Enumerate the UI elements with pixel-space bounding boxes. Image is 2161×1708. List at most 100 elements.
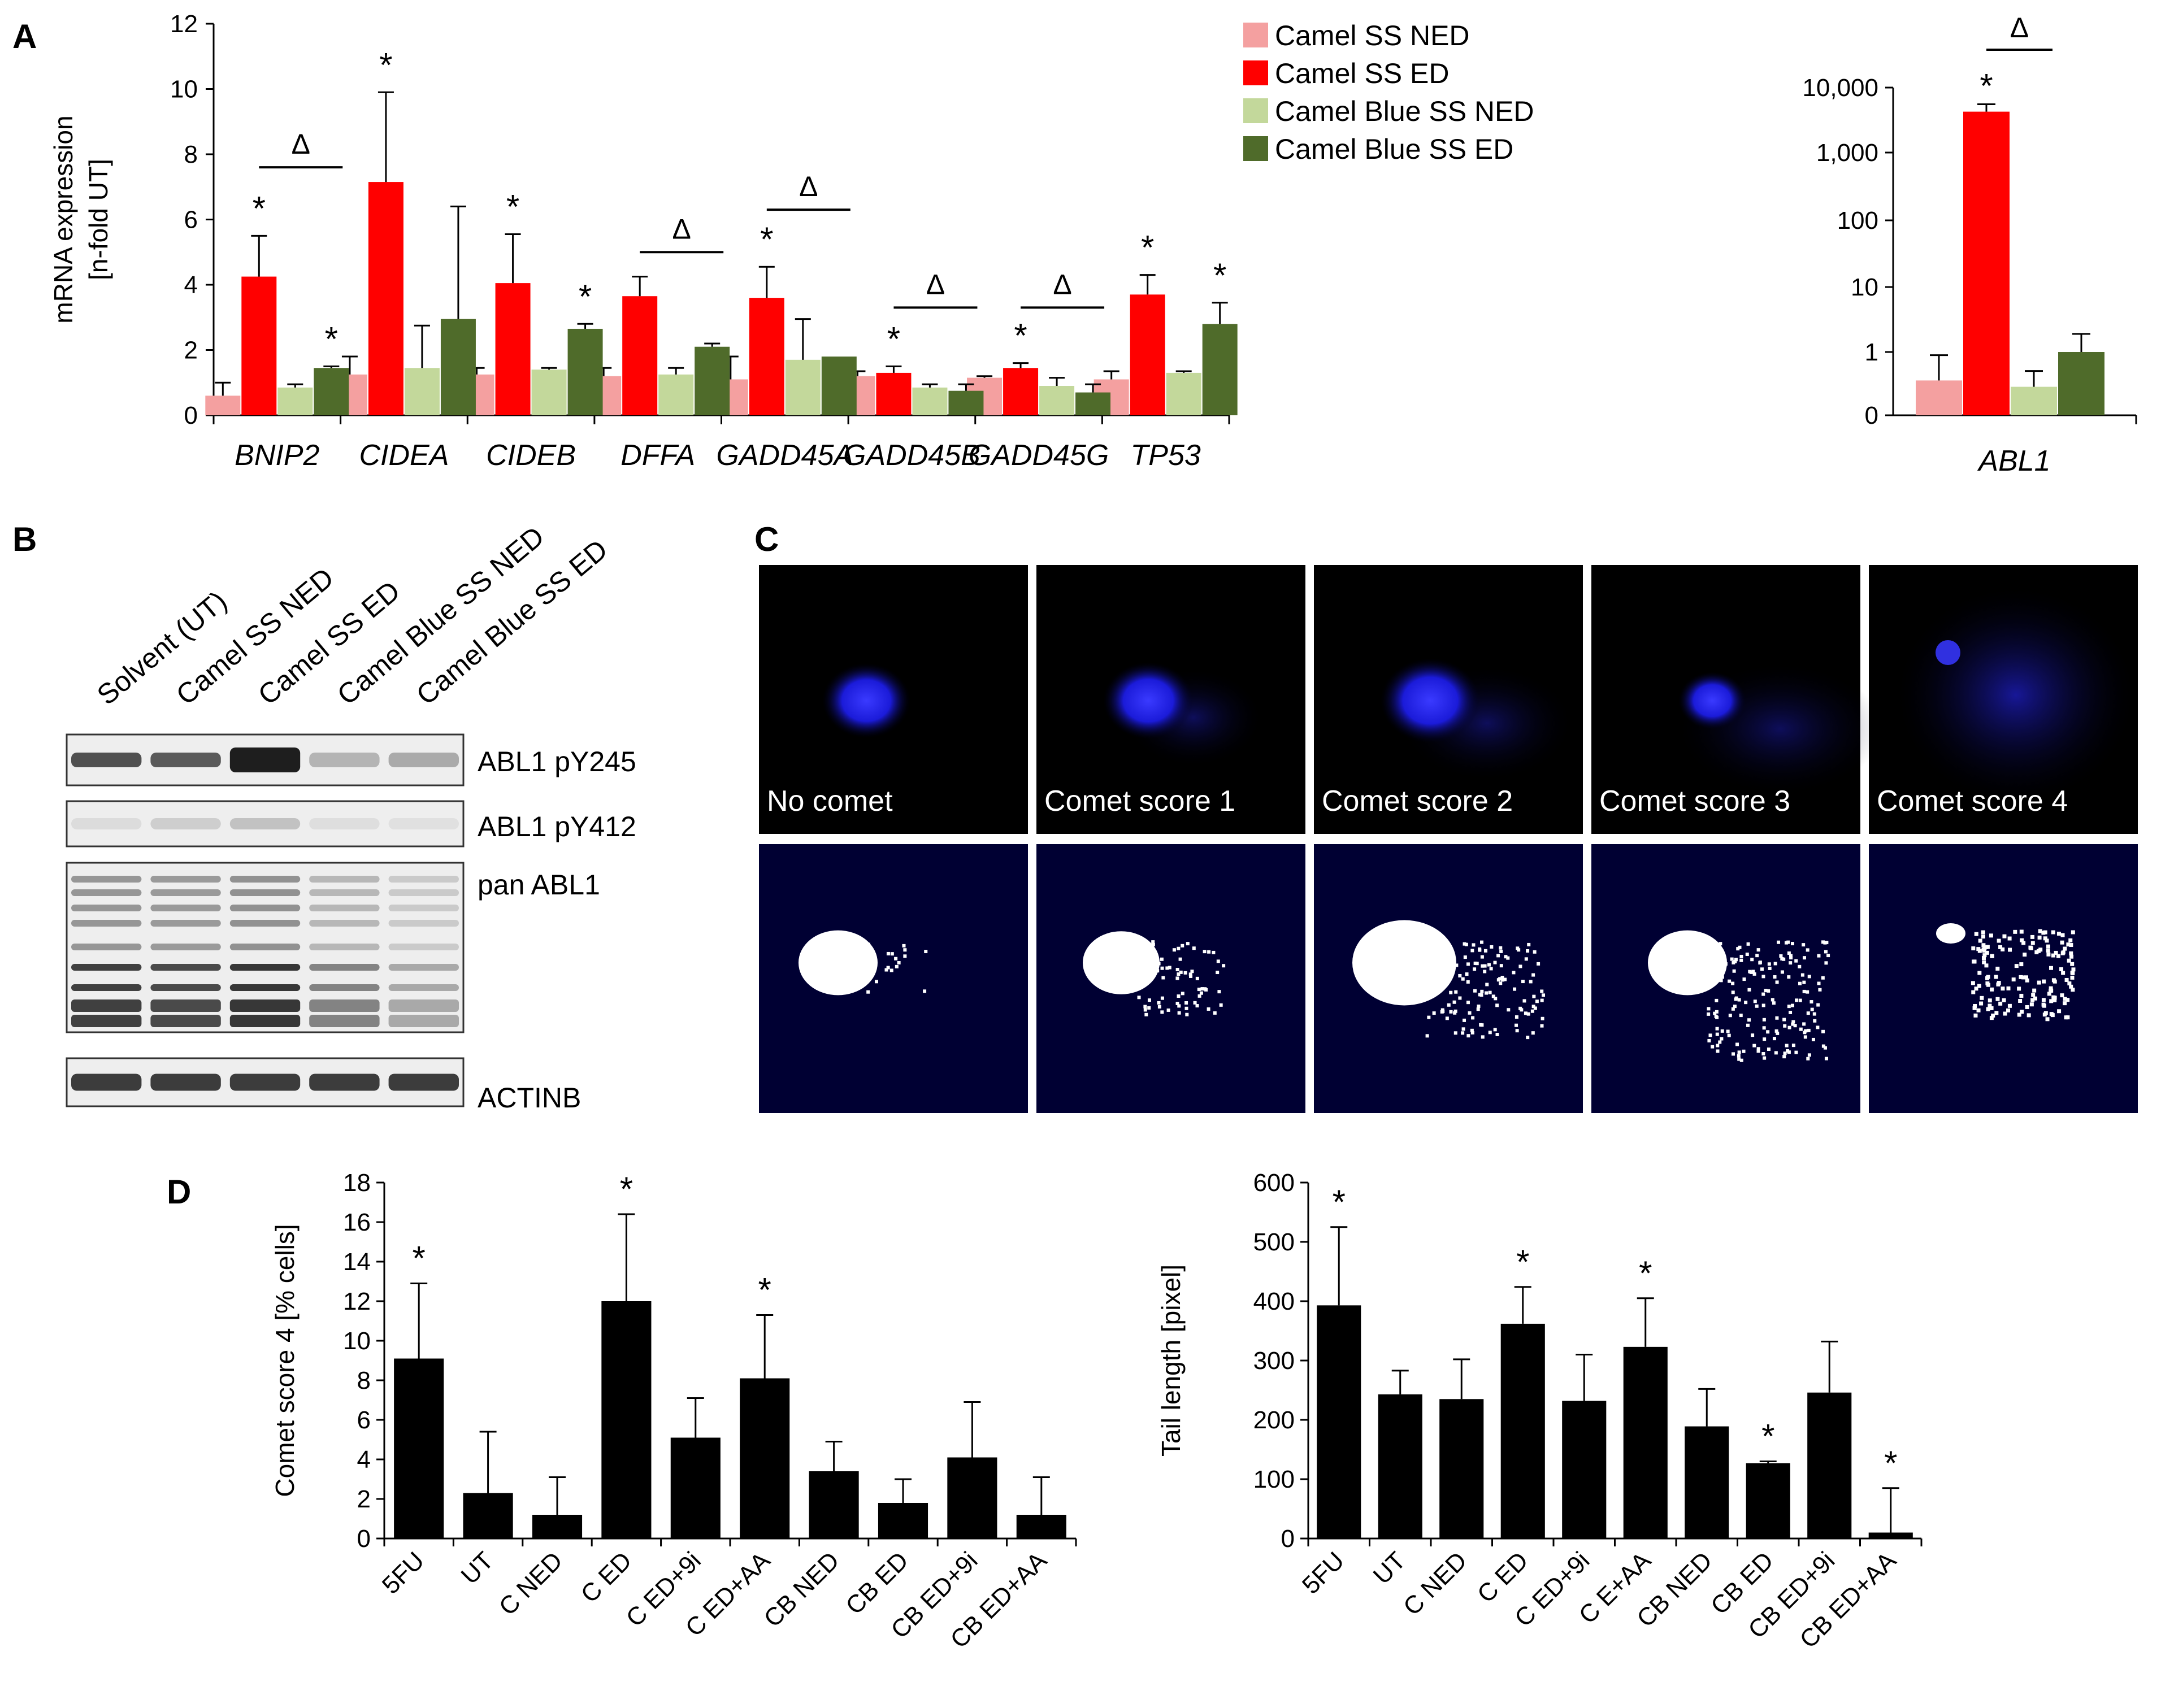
comet-speck <box>1761 1052 1765 1056</box>
comet-speck <box>1981 943 1986 948</box>
comet-speck <box>1714 1014 1718 1018</box>
comet-speck <box>2043 930 2047 935</box>
comet-speck <box>1706 965 1710 969</box>
comet-speck <box>1473 967 1477 971</box>
blot-band <box>150 999 221 1012</box>
y-tick-label: 0 <box>1865 402 1878 429</box>
comet-speck <box>2056 931 2061 936</box>
comet-speck <box>1731 981 1735 985</box>
blot-band <box>229 944 301 950</box>
delta-symbol: Δ <box>2010 12 2029 44</box>
y-tick-label: 2 <box>184 337 198 364</box>
comet-speck <box>902 944 906 948</box>
comet-speck <box>1990 987 1994 992</box>
comet-speck <box>1531 973 1535 977</box>
comet-speck <box>1746 942 1750 946</box>
comet-speck <box>1985 950 1989 955</box>
comet-speck <box>1803 1035 1807 1039</box>
y-tick-label: 400 <box>1253 1288 1295 1315</box>
comet-speck <box>1172 948 1176 952</box>
comet-speck <box>1802 956 1806 960</box>
comet-speck <box>2066 942 2071 947</box>
comet-speck <box>1737 1054 1741 1058</box>
comet-speck <box>2017 1012 2021 1017</box>
comet-speck <box>886 966 890 970</box>
comet-speck <box>1500 976 1504 980</box>
comet-speck <box>1737 998 1741 1002</box>
comet-speck <box>1794 959 1798 963</box>
comet-speck <box>2070 975 2075 980</box>
blot-band <box>71 984 142 991</box>
comet-speck <box>1726 1029 1730 1033</box>
comet-speck <box>2054 950 2058 955</box>
comet-speck <box>1764 989 1768 993</box>
y-tick-label: 0 <box>1281 1525 1295 1553</box>
y-tick-label: 200 <box>1253 1406 1295 1434</box>
comet-speck <box>1811 1037 1815 1041</box>
comet-speck <box>2069 954 2074 959</box>
blot-band <box>71 1074 142 1091</box>
comet-speck <box>1427 1015 1431 1019</box>
comet-speck <box>1761 1003 1765 1007</box>
comet-speck <box>862 952 866 956</box>
blot-band <box>309 753 380 767</box>
blot-band <box>309 1074 380 1091</box>
comet-speck <box>1760 967 1764 971</box>
comet-speck <box>1715 1010 1719 1014</box>
comet-speck <box>1767 1048 1771 1051</box>
y-tick-label: 10 <box>170 76 198 103</box>
comet-speck <box>1718 977 1722 981</box>
band-label: ACTINB <box>478 1082 581 1114</box>
comet-speck <box>1503 977 1507 981</box>
comet-speck <box>1789 961 1793 965</box>
bar <box>1039 386 1075 415</box>
comet-speck <box>1739 1014 1743 1018</box>
significance-star: * <box>1761 1418 1774 1455</box>
comet-speck <box>1991 1013 1995 1018</box>
comet-speck <box>2041 1002 2046 1007</box>
comet-speck <box>1499 981 1503 985</box>
comet-speck <box>1739 954 1743 958</box>
comet-speck <box>1425 1034 1429 1038</box>
comet-head <box>1678 672 1746 729</box>
comet-speck <box>2021 975 2025 980</box>
band-label: ABL1 pY412 <box>478 811 636 842</box>
comet-speck <box>1542 993 1546 997</box>
bar <box>740 1378 790 1538</box>
comet-speck <box>1537 962 1541 966</box>
comet-speck <box>2060 933 2065 937</box>
comet-speck <box>1739 1058 1743 1062</box>
comet-speck <box>1998 945 2003 949</box>
blot-band <box>71 944 142 950</box>
blot-band <box>71 999 142 1012</box>
comet-speck <box>1440 1008 1444 1012</box>
comet-speck <box>1977 984 1981 988</box>
comet-speck <box>1774 1051 1778 1055</box>
comet-speck <box>1979 1001 1984 1006</box>
blot-band <box>150 889 221 896</box>
comet-label: No comet <box>767 785 893 818</box>
comet-speck <box>2070 962 2075 966</box>
comet-speck <box>1147 1006 1151 1010</box>
significance-star: * <box>253 189 266 227</box>
comet-speck <box>2030 941 2035 945</box>
comet-speck <box>865 979 869 983</box>
comet-speck <box>1816 1003 1820 1007</box>
bar <box>1130 294 1165 415</box>
comet-speck <box>903 948 907 952</box>
bar <box>394 1358 444 1538</box>
comet-speck <box>1429 977 1433 981</box>
comet-speck <box>1782 1055 1786 1059</box>
comet-speck <box>1475 962 1479 966</box>
comet-speck <box>2027 1013 2031 1018</box>
comet-speck <box>1137 996 1141 999</box>
comet-speck <box>1466 1034 1470 1038</box>
comet-speck <box>2051 930 2055 935</box>
legend-label: Camel Blue SS ED <box>1275 133 1513 165</box>
comet-speck <box>1713 1011 1717 1015</box>
blot-band <box>71 964 142 971</box>
comet-speck <box>866 990 870 994</box>
category-label: GADD45G <box>969 439 1109 472</box>
comet-speck <box>2056 954 2060 958</box>
